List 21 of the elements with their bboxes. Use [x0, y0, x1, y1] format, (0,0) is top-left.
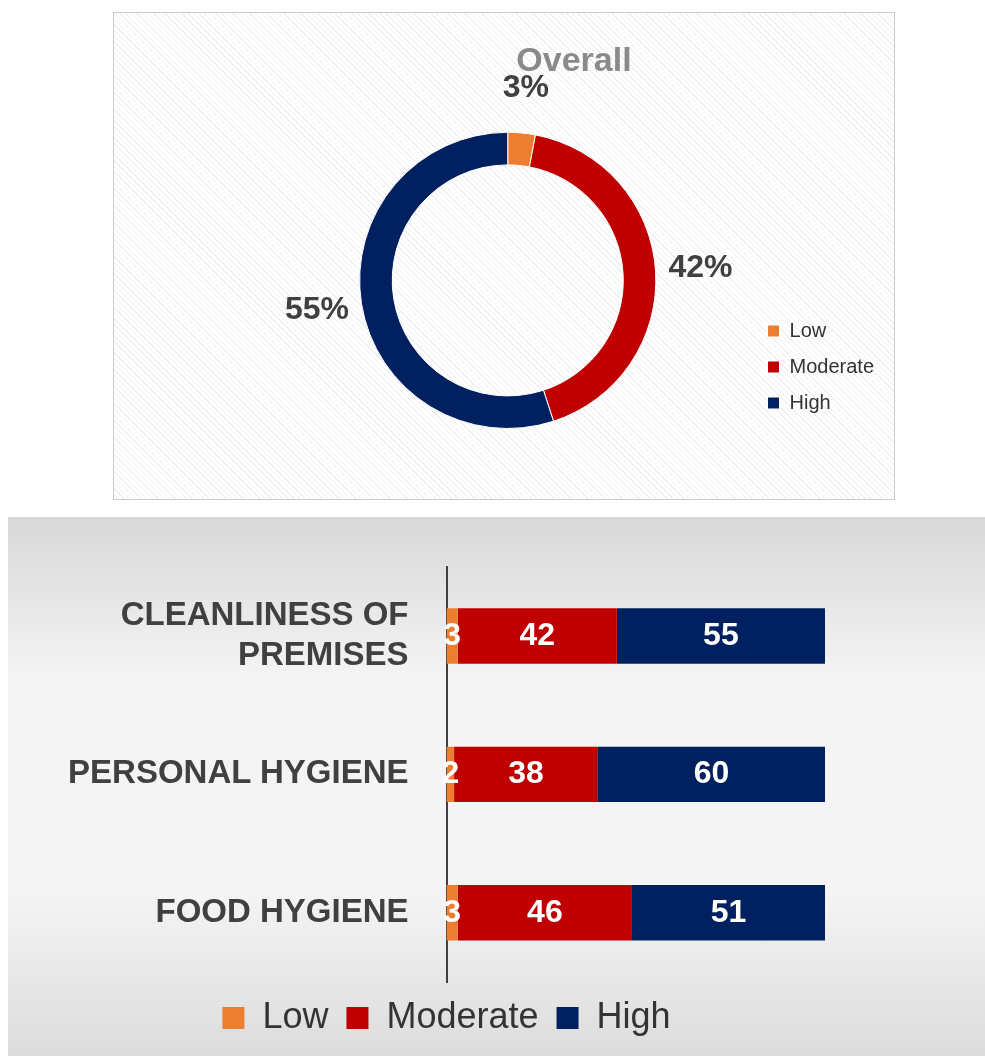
data-label: 42: [519, 615, 556, 652]
data-label: 38: [508, 754, 544, 791]
y-tick-label: FOOD HYGIENE: [155, 891, 409, 929]
legend-label: Low: [789, 318, 827, 341]
bar: [597, 746, 825, 803]
y-tick-label: PERSONAL HYGIENE: [68, 753, 409, 791]
y-tick-label: CLEANLINESS OF PREMISES: [120, 595, 409, 672]
bar: [616, 608, 825, 664]
data-label: 2: [441, 754, 460, 791]
data-label: 46: [527, 892, 563, 929]
legend-label: Moderate: [789, 354, 875, 377]
data-label: 55%: [285, 290, 350, 327]
data-label: 55: [703, 615, 739, 652]
data-label: 60: [693, 754, 730, 791]
legend-label: Low: [262, 994, 330, 1036]
legend-label: Moderate: [386, 994, 539, 1036]
data-label: 42%: [668, 248, 733, 285]
legend-label: High: [596, 994, 671, 1036]
legend-label: High: [789, 390, 831, 413]
data-label: 51: [710, 892, 747, 929]
bar: [631, 885, 825, 941]
